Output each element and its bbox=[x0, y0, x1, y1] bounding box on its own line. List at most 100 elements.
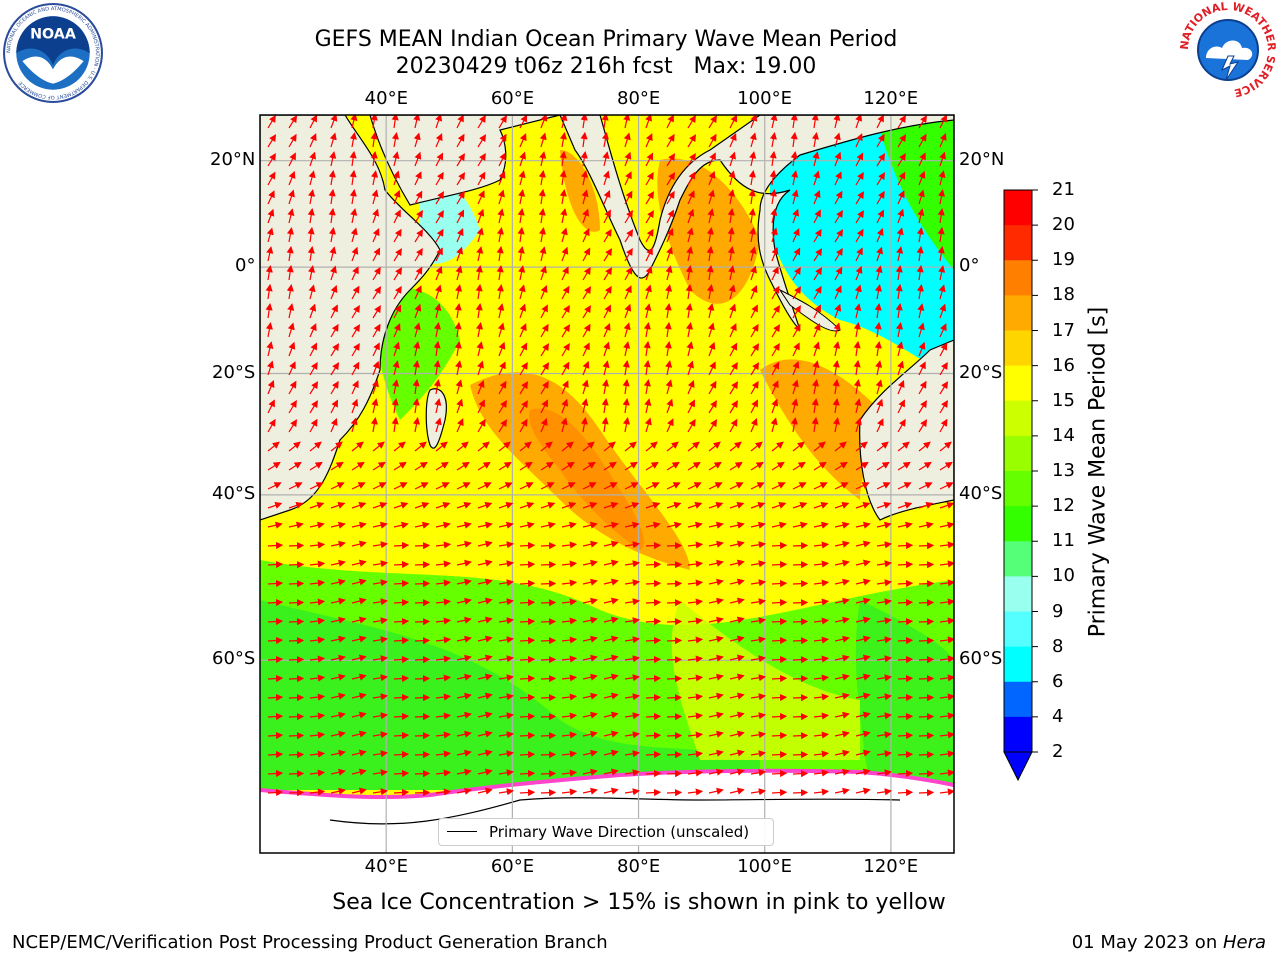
wave-arrow bbox=[792, 286, 802, 300]
wave-arrow bbox=[393, 750, 410, 759]
wave-arrow bbox=[813, 560, 830, 568]
wave-arrow bbox=[897, 208, 905, 224]
wave-arrow bbox=[393, 712, 410, 721]
colorbar-tick-label: 11 bbox=[1052, 530, 1075, 552]
wave-arrow bbox=[267, 418, 276, 433]
wave-arrow bbox=[582, 673, 598, 681]
wave-arrow bbox=[371, 398, 379, 414]
wave-arrow bbox=[456, 616, 472, 624]
wave-arrow bbox=[519, 674, 536, 683]
wave-arrow bbox=[393, 248, 402, 262]
wave-arrow bbox=[918, 599, 935, 607]
wave-arrow bbox=[876, 560, 892, 568]
wave-arrow bbox=[351, 635, 367, 643]
right-lat-tick: 20°N bbox=[959, 148, 1005, 170]
wave-arrow bbox=[267, 190, 275, 205]
wave-arrow bbox=[519, 579, 536, 588]
wave-arrow bbox=[603, 267, 613, 281]
wave-arrow bbox=[624, 598, 640, 606]
wave-arrow bbox=[414, 501, 430, 509]
wave-arrow bbox=[309, 617, 326, 625]
wave-arrow bbox=[286, 284, 294, 300]
wave-arrow bbox=[477, 379, 485, 395]
wave-arrow bbox=[918, 542, 935, 550]
wave-arrow bbox=[288, 751, 305, 759]
wave-arrow bbox=[414, 599, 431, 607]
wave-arrow bbox=[372, 305, 381, 319]
colorbar bbox=[1003, 189, 1038, 782]
wave-arrow bbox=[624, 441, 637, 452]
wave-arrow bbox=[288, 656, 305, 664]
wave-arrow bbox=[750, 323, 759, 338]
wave-arrow bbox=[328, 207, 336, 224]
wave-arrow bbox=[435, 152, 444, 167]
wave-arrow bbox=[455, 360, 463, 376]
wave-arrow bbox=[855, 768, 871, 776]
wave-arrow bbox=[603, 559, 619, 567]
wave-arrow bbox=[897, 731, 914, 740]
wave-arrow bbox=[874, 341, 882, 357]
wave-arrow bbox=[750, 362, 760, 376]
wave-arrow bbox=[456, 521, 472, 529]
wave-arrow bbox=[792, 637, 809, 645]
wave-arrow bbox=[624, 501, 640, 509]
wave-arrow bbox=[811, 416, 819, 433]
wave-arrow bbox=[519, 636, 536, 645]
wave-arrow bbox=[456, 540, 472, 548]
wave-arrow bbox=[330, 362, 340, 376]
wave-arrow bbox=[435, 674, 452, 682]
wave-arrow bbox=[351, 361, 360, 376]
wave-arrow bbox=[834, 461, 848, 471]
wave-arrow bbox=[309, 674, 326, 682]
wave-arrow bbox=[792, 542, 809, 550]
wave-arrow bbox=[666, 637, 683, 645]
wave-arrow bbox=[603, 170, 610, 186]
wave-arrow bbox=[939, 560, 954, 568]
wave-arrow bbox=[309, 342, 318, 357]
wave-arrow bbox=[309, 381, 319, 395]
wave-arrow bbox=[855, 228, 864, 243]
wave-arrow bbox=[330, 399, 338, 414]
wave-arrow bbox=[603, 692, 619, 700]
wave-arrow bbox=[372, 247, 381, 262]
wave-arrow bbox=[706, 245, 714, 262]
wave-arrow bbox=[792, 247, 801, 262]
left-lat-tick: 0° bbox=[235, 255, 256, 277]
wave-arrow bbox=[414, 151, 422, 167]
wave-arrow bbox=[581, 379, 589, 395]
wave-arrow bbox=[498, 712, 514, 720]
wave-arrow bbox=[288, 170, 296, 186]
wave-arrow bbox=[498, 115, 507, 129]
wave-arrow bbox=[601, 379, 610, 395]
wave-arrow bbox=[645, 501, 661, 509]
wave-arrow bbox=[855, 578, 871, 586]
wave-arrow bbox=[309, 636, 326, 644]
wave-arrow bbox=[791, 398, 799, 414]
wave-arrow bbox=[351, 559, 367, 567]
wave-arrow bbox=[372, 674, 388, 682]
wave-arrow bbox=[561, 304, 570, 319]
wave-arrow bbox=[645, 579, 662, 588]
wave-arrow bbox=[267, 769, 284, 778]
wave-arrow bbox=[897, 134, 907, 148]
wave-arrow bbox=[939, 418, 948, 433]
wave-arrow bbox=[540, 542, 557, 550]
wave-arrow bbox=[855, 673, 871, 681]
footer-date: 01 May 2023 on Hera bbox=[1072, 932, 1266, 953]
colorbar-tick-label: 8 bbox=[1052, 635, 1064, 657]
wave-arrow bbox=[834, 171, 842, 186]
wave-arrow bbox=[645, 712, 662, 721]
wave-arrow bbox=[288, 580, 305, 588]
wave-arrow bbox=[414, 675, 431, 683]
wave-arrow bbox=[349, 169, 357, 186]
wave-arrow bbox=[666, 133, 675, 148]
wave-arrow bbox=[938, 284, 946, 300]
wave-arrow bbox=[561, 246, 569, 262]
wave-arrow bbox=[456, 482, 471, 490]
wave-arrow bbox=[771, 285, 780, 300]
wave-arrow bbox=[666, 618, 683, 626]
wave-arrow bbox=[412, 360, 420, 376]
wave-arrow bbox=[876, 636, 892, 644]
wave-arrow bbox=[559, 169, 567, 186]
wave-arrow bbox=[601, 398, 609, 414]
